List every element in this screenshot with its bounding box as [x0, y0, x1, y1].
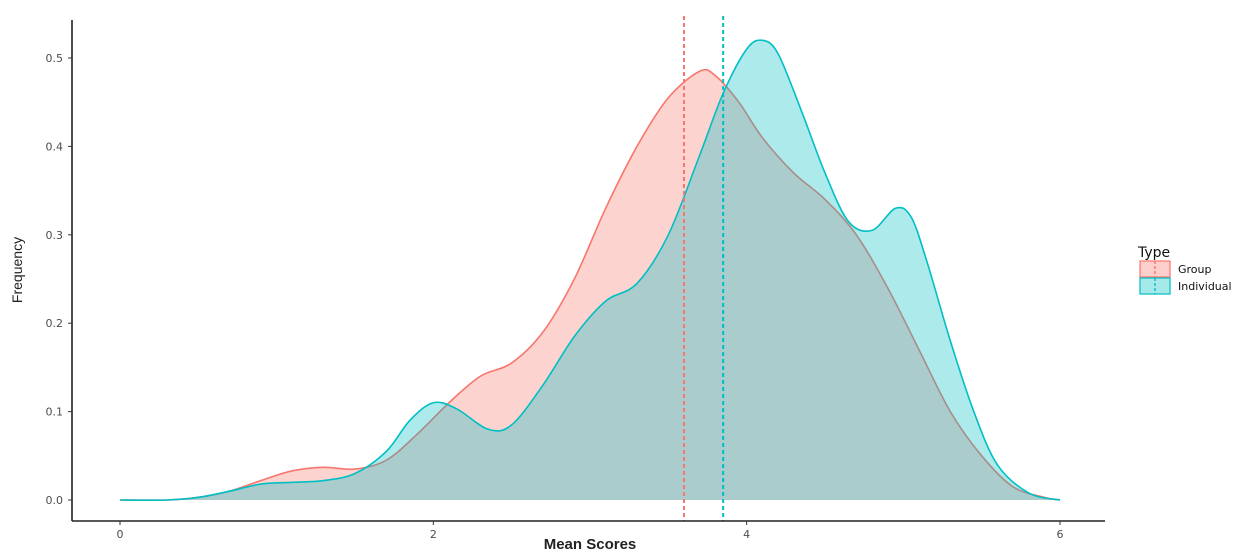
plot-area — [119, 16, 1061, 521]
y-tick-label: 0.0 — [46, 494, 64, 507]
legend-label-group: Group — [1178, 263, 1212, 276]
density-area-individual — [120, 40, 1060, 501]
mean-lines — [683, 16, 725, 521]
legend: Type Group Individual — [1137, 245, 1232, 295]
y-tick-label: 0.1 — [46, 406, 64, 419]
y-ticks: 0.0 0.1 0.2 0.3 0.4 0.5 — [46, 52, 72, 507]
axes: 0 2 4 6 0.0 0.1 0.2 0.3 0.4 0.5 — [46, 20, 1105, 541]
density-line-individual — [119, 39, 1061, 501]
y-tick-label: 0.5 — [46, 52, 64, 65]
x-tick-label: 2 — [430, 528, 437, 541]
legend-title: Type — [1137, 245, 1170, 261]
legend-item-individual: Individual — [1139, 277, 1232, 295]
density-areas — [119, 39, 1061, 501]
x-tick-label: 0 — [117, 528, 124, 541]
density-line-group — [119, 68, 1061, 501]
density-area-group — [120, 69, 1060, 501]
y-tick-label: 0.4 — [46, 140, 64, 153]
y-tick-label: 0.2 — [46, 317, 64, 330]
legend-item-group: Group — [1139, 260, 1212, 278]
x-tick-label: 6 — [1057, 528, 1064, 541]
x-axis-title: Mean Scores — [544, 536, 637, 552]
y-tick-label: 0.3 — [46, 229, 64, 242]
y-axis-title: Frequency — [9, 237, 25, 303]
legend-label-individual: Individual — [1178, 280, 1232, 293]
x-ticks: 0 2 4 6 — [117, 521, 1064, 541]
x-tick-label: 4 — [743, 528, 750, 541]
